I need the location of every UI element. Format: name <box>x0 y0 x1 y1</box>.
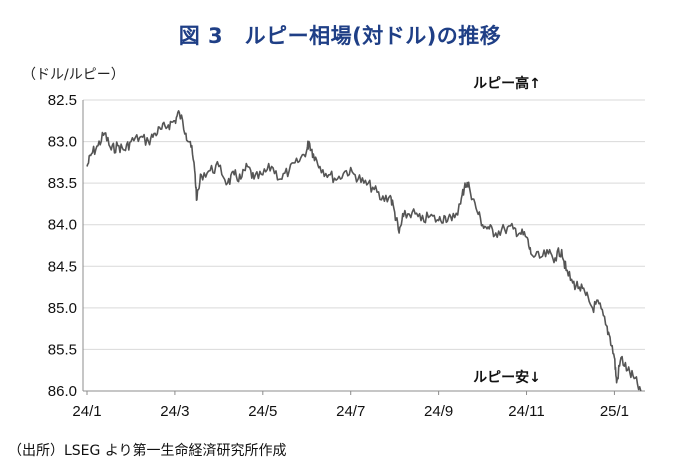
x-tick-label: 25/1 <box>600 403 629 420</box>
series-line-rupee-usd <box>86 110 642 392</box>
annotation-rupee-strong: ルピー高↑ <box>473 75 541 92</box>
y-tick-label: 86.0 <box>48 383 77 400</box>
x-tick-label: 24/7 <box>336 403 365 420</box>
source-note: （出所）LSEG より第一生命経済研究所作成 <box>8 443 287 459</box>
x-tick-label: 24/11 <box>508 403 544 420</box>
chart-title: 図 3 ルピー相場(対ドル)の推移 <box>178 24 502 48</box>
y-tick-label: 84.0 <box>48 217 77 234</box>
y-tick-label: 85.0 <box>48 300 77 317</box>
annotation-rupee-weak: ルピー安↓ <box>473 369 541 386</box>
x-tick-label: 24/9 <box>424 403 453 420</box>
x-tick-label: 24/3 <box>160 403 189 420</box>
y-tick-label: 85.5 <box>48 341 77 358</box>
y-tick-label: 83.0 <box>48 134 77 151</box>
y-tick-label: 82.5 <box>48 92 77 109</box>
x-tick-label: 24/1 <box>72 403 101 420</box>
y-tick-label: 84.5 <box>48 258 77 275</box>
y-unit-label: （ドル/ルピー） <box>22 67 125 83</box>
x-tick-label: 24/5 <box>248 403 277 420</box>
y-tick-label: 83.5 <box>48 175 77 192</box>
